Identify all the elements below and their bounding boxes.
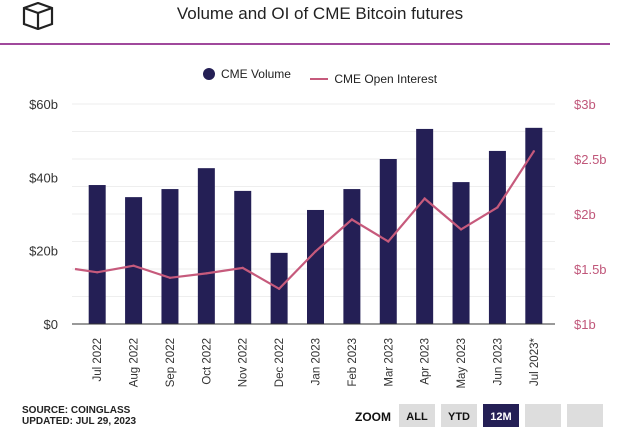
zoom-ytd-button[interactable]: YTD (441, 404, 477, 427)
oi-point (132, 264, 135, 267)
zoom-empty-button[interactable] (567, 404, 603, 427)
right-axis-tick: $2b (574, 207, 596, 222)
x-axis-tick: May 2023 (456, 338, 468, 389)
volume-bar (525, 127, 543, 324)
volume-bar (452, 182, 470, 324)
zoom-controls: ZOOM ALL YTD 12M (355, 404, 609, 427)
oi-point (277, 287, 281, 290)
x-axis-tick: Mar 2023 (383, 338, 395, 387)
zoom-label: ZOOM (355, 410, 391, 424)
zoom-12m-button[interactable]: 12M (483, 404, 519, 427)
zoom-empty-button[interactable] (525, 404, 561, 427)
right-axis-tick: $3b (574, 97, 596, 112)
oi-point (168, 276, 172, 279)
left-axis-tick: $0 (44, 317, 58, 332)
x-axis-tick: Apr 2023 (420, 338, 432, 385)
right-axis-tick: $1b (574, 317, 596, 332)
zoom-all-button[interactable]: ALL (399, 404, 435, 427)
source-text: SOURCE: COINGLASS (22, 405, 131, 416)
x-axis-tick: Jul 2023* (529, 337, 541, 385)
volume-bar (88, 185, 106, 324)
left-axis-tick: $60b (29, 97, 58, 112)
x-axis-tick: Oct 2022 (201, 338, 213, 385)
oi-point (350, 218, 354, 221)
footer: SOURCE: COINGLASS UPDATED: JUL 29, 2023 (22, 405, 136, 427)
legend-item-oi[interactable]: CME Open Interest (310, 72, 437, 86)
legend-label: CME Volume (220, 67, 291, 81)
x-axis-tick: Aug 2022 (129, 338, 141, 387)
oi-point (387, 240, 390, 243)
volume-bar (161, 189, 179, 324)
oi-point (241, 266, 244, 270)
oi-point (532, 150, 536, 153)
the-block-logo-icon (22, 2, 54, 30)
x-axis-tick: Sep 2022 (165, 338, 177, 387)
left-axis-tick: $20b (29, 244, 58, 259)
volume-bar (234, 190, 252, 324)
oi-point (205, 272, 208, 275)
title-divider (0, 43, 610, 45)
oi-point (459, 228, 463, 231)
oi-point (496, 206, 499, 209)
updated-text: UPDATED: JUL 29, 2023 (22, 416, 137, 427)
left-axis-tick: $40b (29, 170, 58, 185)
x-axis-tick: Jan 2023 (311, 338, 323, 385)
chart-title: Volume and OI of CME Bitcoin futures (176, 4, 464, 23)
volume-bar (343, 189, 361, 324)
volume-bar (488, 150, 506, 324)
legend-label: CME Open Interest (334, 72, 438, 86)
oi-point (95, 271, 99, 274)
right-axis-tick: $2.5b (574, 152, 607, 167)
x-axis-tick: Feb 2023 (347, 338, 359, 387)
x-axis-tick: Jun 2023 (492, 338, 504, 385)
volume-bar (197, 168, 215, 324)
volume-bar (307, 209, 324, 324)
volume-bar (125, 197, 143, 324)
x-axis-tick: Dec 2022 (274, 338, 286, 387)
plot-area: $0 $20b $40b $60b $1b $1.5b $2b $2.5b $3b Jul 202… (29, 97, 607, 389)
right-axis-tick: $1.5b (574, 262, 607, 277)
legend-item-volume[interactable]: CME Volume (202, 67, 291, 81)
volume-bar (416, 128, 434, 324)
x-axis-tick: Nov 2022 (238, 338, 250, 387)
legend: CME Volume CME Open Interest (0, 67, 640, 86)
legend-dot-icon (202, 68, 215, 80)
oi-line (74, 150, 535, 291)
oi-point (314, 250, 317, 253)
oi-point (423, 197, 426, 200)
x-axis-tick: Jul 2022 (92, 338, 104, 381)
legend-line-icon (310, 78, 329, 80)
